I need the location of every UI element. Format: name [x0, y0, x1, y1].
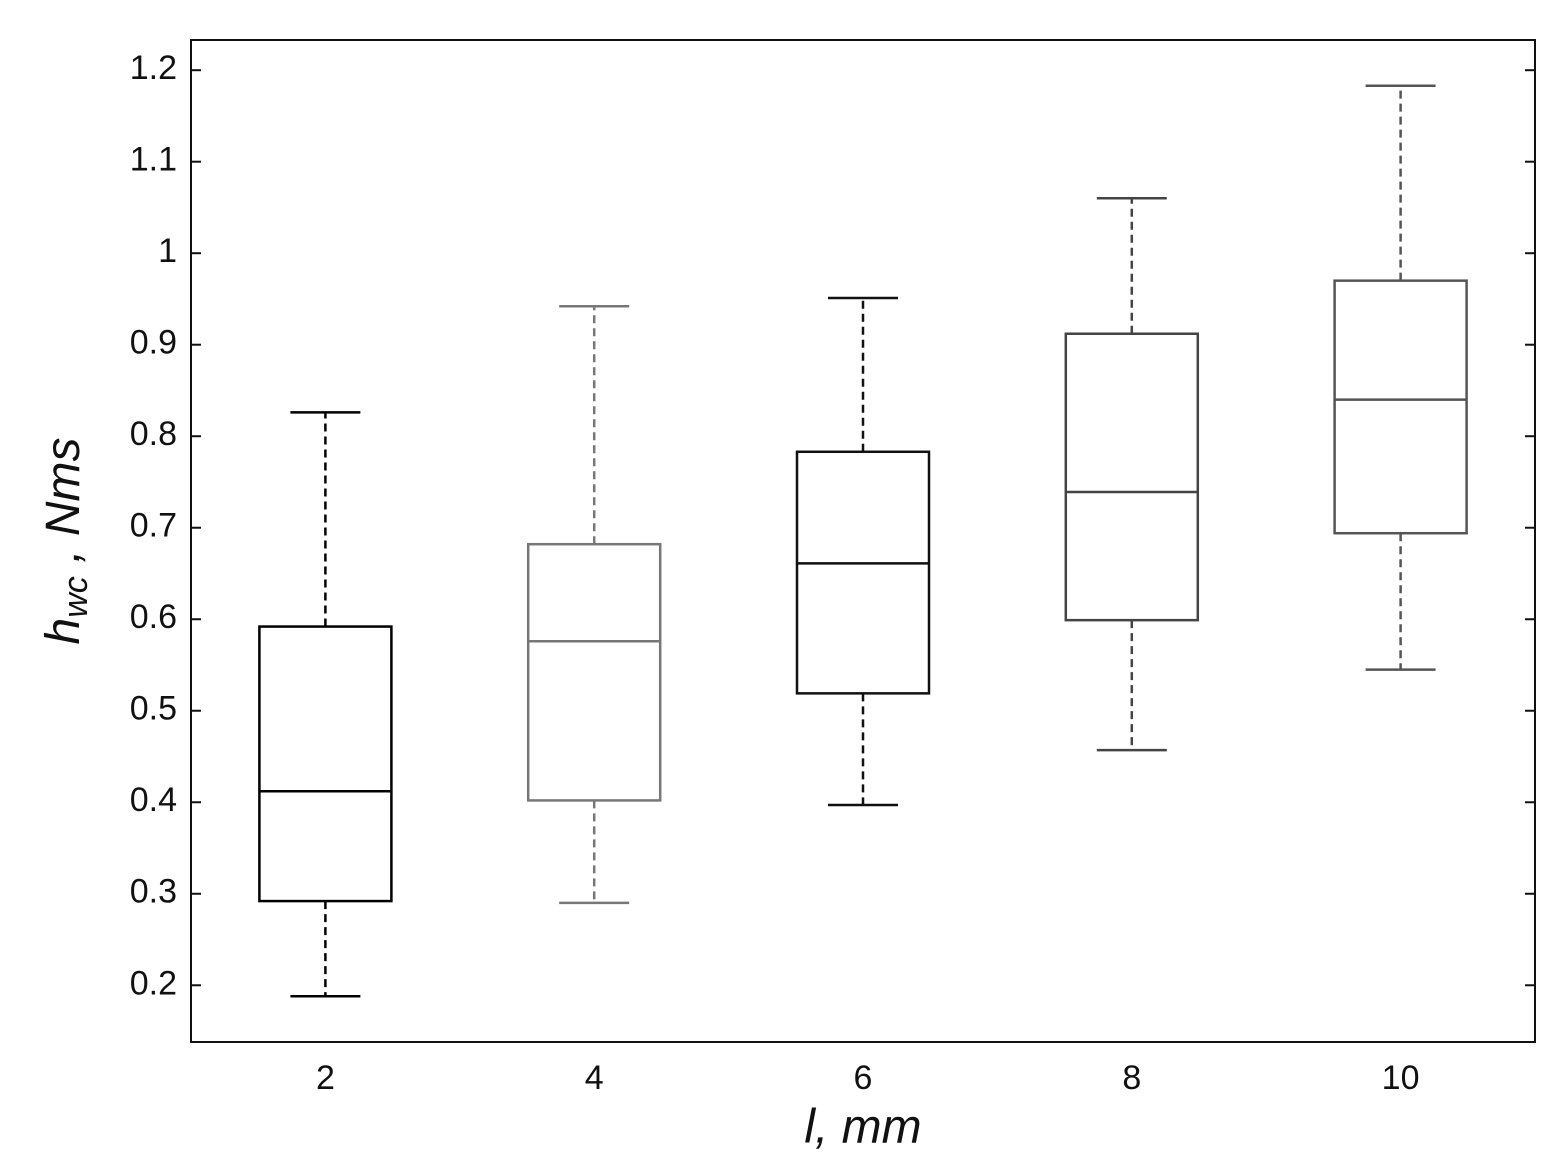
y-tick-label: 0.5	[130, 690, 177, 728]
y-label-rest: , Nms	[37, 438, 90, 577]
y-tick-label: 0.2	[130, 964, 177, 1002]
box	[1064, 332, 1200, 622]
x-tick-label: 6	[854, 1059, 873, 1097]
box	[526, 542, 662, 802]
x-tick-label: 4	[585, 1059, 604, 1097]
y-tick-label: 0.4	[130, 781, 177, 819]
box	[258, 625, 393, 903]
y-label-sub: wc	[57, 576, 95, 618]
y-tick-label: 0.8	[130, 415, 177, 453]
plot-frame	[190, 39, 1536, 1043]
y-tick-label: 0.9	[130, 324, 177, 362]
x-tick-label: 10	[1382, 1059, 1420, 1097]
box	[1333, 279, 1468, 535]
y-tick-label: 0.3	[130, 873, 177, 911]
y-tick-label: 0.6	[130, 598, 177, 636]
box	[795, 450, 931, 695]
y-tick-label: 1.2	[130, 49, 177, 87]
y-tick-label: 0.7	[130, 507, 177, 545]
x-tick-label: 8	[1122, 1059, 1141, 1097]
x-tick-label: 2	[316, 1059, 335, 1097]
y-tick-label: 1	[158, 232, 177, 270]
x-axis-label: l, mm	[804, 1101, 921, 1154]
y-label-main: h	[37, 618, 90, 645]
y-tick-label: 1.1	[130, 141, 177, 179]
y-axis-label: hwc , Nms	[37, 438, 95, 645]
